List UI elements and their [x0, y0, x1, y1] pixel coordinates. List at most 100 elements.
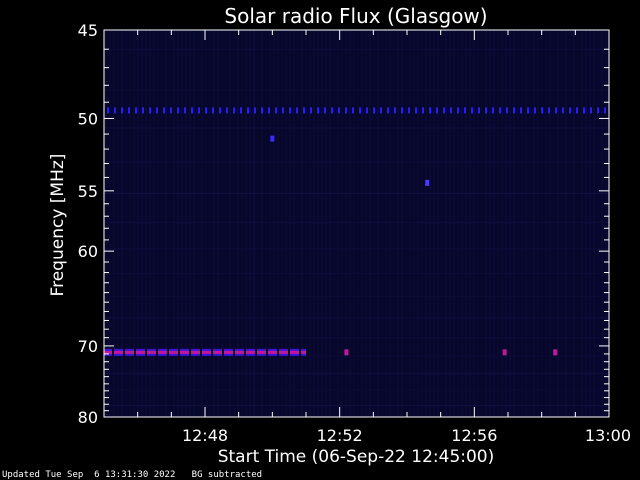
interference-dot — [366, 107, 368, 114]
signal-spot — [270, 135, 275, 142]
signal-spot — [344, 349, 349, 356]
interference-dot — [338, 107, 340, 114]
interference-dot — [394, 107, 396, 114]
interference-dot — [352, 107, 354, 114]
interference-band-gap — [178, 348, 180, 356]
interference-dot — [233, 107, 235, 114]
update-status-text: Updated Tue Sep 6 13:31:30 2022 BG subtr… — [2, 470, 263, 480]
interference-dot — [226, 107, 228, 114]
interference-dot — [408, 107, 410, 114]
interference-dot — [198, 107, 200, 114]
interference-dot — [205, 107, 207, 114]
plot-background — [104, 30, 609, 417]
interference-dot — [534, 107, 536, 114]
interference-dot — [254, 107, 256, 114]
x-tick-label: 12:52 — [317, 426, 363, 445]
interference-band-gap — [189, 348, 191, 356]
interference-dot — [289, 107, 291, 114]
y-tick-label: 60 — [78, 242, 98, 261]
interference-band-gap — [288, 348, 290, 356]
interference-dot — [268, 107, 270, 114]
x-tick-label: 12:56 — [451, 426, 497, 445]
interference-dot — [184, 107, 186, 114]
interference-dot — [527, 107, 529, 114]
signal-spot — [502, 349, 507, 356]
interference-dot — [485, 107, 487, 114]
interference-band-gap — [112, 348, 114, 356]
interference-dot — [541, 107, 543, 114]
y-axis-label: Frequency [MHz] — [48, 154, 68, 297]
chart-title: Solar radio Flux (Glasgow) — [224, 4, 487, 28]
interference-dot — [331, 107, 333, 114]
signal-spot — [425, 179, 430, 186]
interference-dot — [163, 107, 165, 114]
interference-dot — [177, 107, 179, 114]
interference-dot — [170, 107, 172, 114]
interference-dot — [212, 107, 214, 114]
interference-dot — [471, 107, 473, 114]
interference-dot — [548, 107, 550, 114]
interference-dot — [247, 107, 249, 114]
interference-dot — [142, 107, 144, 114]
interference-dot — [191, 107, 193, 114]
interference-band-gap — [299, 348, 301, 356]
y-tick-label: 55 — [78, 182, 98, 201]
interference-dot — [415, 107, 417, 114]
signal-spot — [553, 349, 558, 356]
interference-dot — [114, 107, 116, 114]
interference-dot — [149, 107, 151, 114]
interference-dot — [156, 107, 158, 114]
interference-dot — [380, 107, 382, 114]
interference-band-gap — [255, 348, 257, 356]
interference-dot — [401, 107, 403, 114]
interference-band-gap — [145, 348, 147, 356]
interference-band-gap — [222, 348, 224, 356]
plot-frame — [103, 29, 610, 418]
interference-dot — [275, 107, 277, 114]
interference-dot — [443, 107, 445, 114]
interference-dot — [604, 107, 606, 114]
interference-dot — [513, 107, 515, 114]
y-tick-label: 50 — [78, 109, 98, 128]
interference-band-gap — [211, 348, 213, 356]
interference-dot — [107, 107, 109, 114]
interference-dot — [478, 107, 480, 114]
interference-dot — [282, 107, 284, 114]
interference-band-gap — [277, 348, 279, 356]
interference-dot — [373, 107, 375, 114]
interference-band-gap — [134, 348, 136, 356]
interference-dot — [240, 107, 242, 114]
interference-dot — [219, 107, 221, 114]
interference-dot — [590, 107, 592, 114]
interference-dot — [310, 107, 312, 114]
interference-dot — [135, 107, 137, 114]
y-tick-label: 70 — [78, 337, 98, 356]
plot-area — [104, 30, 609, 417]
interference-dot — [345, 107, 347, 114]
interference-dot — [317, 107, 319, 114]
interference-dot — [555, 107, 557, 114]
interference-dot — [576, 107, 578, 114]
interference-dot — [457, 107, 459, 114]
x-axis-label: Start Time (06-Sep-22 12:45:00) — [218, 447, 495, 467]
interference-band-gap — [266, 348, 268, 356]
interference-dot — [303, 107, 305, 114]
y-tick-label: 45 — [78, 21, 98, 40]
interference-dot — [429, 107, 431, 114]
interference-dot — [569, 107, 571, 114]
interference-dot — [597, 107, 599, 114]
interference-band-gap — [244, 348, 246, 356]
axes: 45 50 55 60 70 80 12:48 12:52 12:56 13:00 — [78, 21, 631, 445]
interference-dot — [562, 107, 564, 114]
interference-dot — [296, 107, 298, 114]
interference-dot — [492, 107, 494, 114]
x-tick-label: 13:00 — [585, 426, 631, 445]
interference-dot — [261, 107, 263, 114]
x-tick-label: 12:48 — [182, 426, 228, 445]
interference-dot — [359, 107, 361, 114]
interference-dot — [450, 107, 452, 114]
interference-dot — [464, 107, 466, 114]
interference-dot — [128, 107, 130, 114]
interference-dot — [499, 107, 501, 114]
interference-band — [104, 350, 306, 354]
